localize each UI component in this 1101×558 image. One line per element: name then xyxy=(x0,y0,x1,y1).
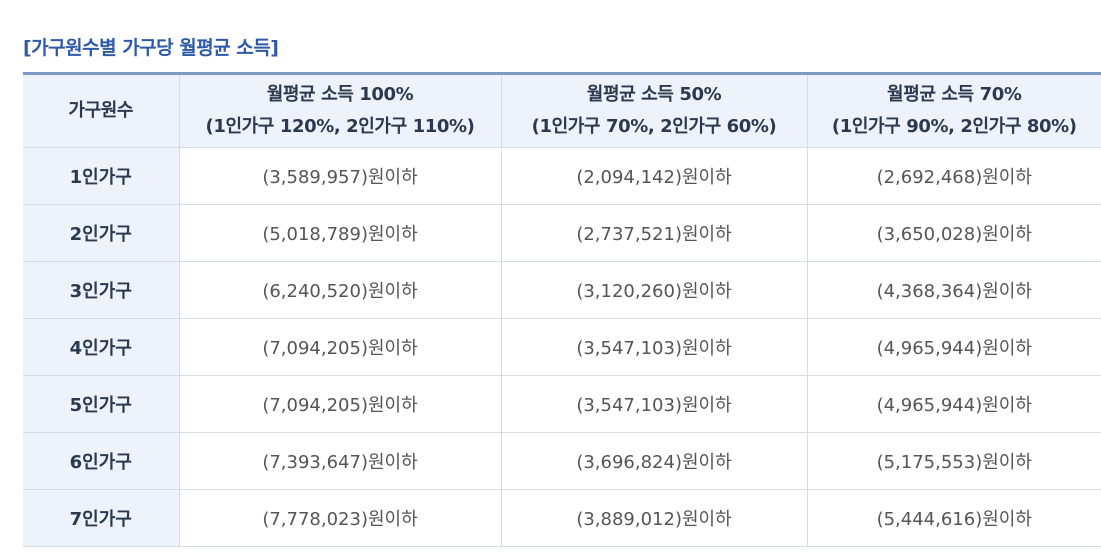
income-100-cell: (6,240,520)원이하 xyxy=(178,261,501,319)
header-income-100-note: (1인가구 120%, 2인가구 110%) xyxy=(205,116,475,137)
income-70-cell: (4,965,944)원이하 xyxy=(806,318,1101,376)
header-income-70-note: (1인가구 90%, 2인가구 80%) xyxy=(831,116,1077,137)
table-row: 2인가구 (5,018,789)원이하 (2,737,521)원이하 (3,65… xyxy=(23,204,1101,262)
header-income-50: 월평균 소득 50% (1인가구 70%, 2인가구 60%) xyxy=(500,73,807,148)
header-income-50-label: 월평균 소득 50% xyxy=(586,84,722,105)
household-size-cell: 7인가구 xyxy=(23,489,179,547)
household-size-cell: 2인가구 xyxy=(23,204,179,262)
table-row: 7인가구 (7,778,023)원이하 (3,889,012)원이하 (5,44… xyxy=(23,489,1101,547)
header-income-100: 월평균 소득 100% (1인가구 120%, 2인가구 110%) xyxy=(178,73,501,148)
income-100-cell: (7,094,205)원이하 xyxy=(178,318,501,376)
income-70-cell: (3,650,028)원이하 xyxy=(806,204,1101,262)
income-100-cell: (3,589,957)원이하 xyxy=(178,147,501,205)
household-size-cell: 6인가구 xyxy=(23,432,179,490)
table-row: 1인가구 (3,589,957)원이하 (2,094,142)원이하 (2,69… xyxy=(23,147,1101,205)
household-size-cell: 5인가구 xyxy=(23,375,179,433)
income-50-cell: (2,737,521)원이하 xyxy=(500,204,807,262)
income-50-cell: (3,120,260)원이하 xyxy=(500,261,807,319)
income-50-cell: (3,889,012)원이하 xyxy=(500,489,807,547)
income-50-cell: (3,547,103)원이하 xyxy=(500,318,807,376)
income-100-cell: (7,094,205)원이하 xyxy=(178,375,501,433)
table-row: 6인가구 (7,393,647)원이하 (3,696,824)원이하 (5,17… xyxy=(23,432,1101,490)
income-100-cell: (7,778,023)원이하 xyxy=(178,489,501,547)
header-income-50-note: (1인가구 70%, 2인가구 60%) xyxy=(531,116,777,137)
header-household-size-label: 가구원수 xyxy=(68,100,134,121)
household-size-cell: 3인가구 xyxy=(23,261,179,319)
header-row: 가구원수 월평균 소득 100% (1인가구 120%, 2인가구 110%) … xyxy=(23,73,1101,148)
table-row: 3인가구 (6,240,520)원이하 (3,120,260)원이하 (4,36… xyxy=(23,261,1101,319)
income-70-cell: (2,692,468)원이하 xyxy=(806,147,1101,205)
income-50-cell: (3,547,103)원이하 xyxy=(500,375,807,433)
income-70-cell: (5,444,616)원이하 xyxy=(806,489,1101,547)
income-70-cell: (5,175,553)원이하 xyxy=(806,432,1101,490)
header-household-size: 가구원수 xyxy=(23,73,179,148)
header-income-70-label: 월평균 소득 70% xyxy=(887,84,1022,105)
income-70-cell: (4,965,944)원이하 xyxy=(806,375,1101,433)
income-100-cell: (5,018,789)원이하 xyxy=(178,204,501,262)
header-income-70: 월평균 소득 70% (1인가구 90%, 2인가구 80%) xyxy=(806,73,1101,148)
table-row: 5인가구 (7,094,205)원이하 (3,547,103)원이하 (4,96… xyxy=(23,375,1101,433)
income-50-cell: (2,094,142)원이하 xyxy=(500,147,807,205)
header-income-100-label: 월평균 소득 100% xyxy=(266,84,414,105)
income-70-cell: (4,368,364)원이하 xyxy=(806,261,1101,319)
table-row: 4인가구 (7,094,205)원이하 (3,547,103)원이하 (4,96… xyxy=(23,318,1101,376)
income-50-cell: (3,696,824)원이하 xyxy=(500,432,807,490)
income-100-cell: (7,393,647)원이하 xyxy=(178,432,501,490)
table-title: [가구원수별 가구당 월평균 소득] xyxy=(23,37,279,59)
income-table: 가구원수 월평균 소득 100% (1인가구 120%, 2인가구 110%) … xyxy=(23,72,1101,547)
household-size-cell: 1인가구 xyxy=(23,147,179,205)
household-size-cell: 4인가구 xyxy=(23,318,179,376)
